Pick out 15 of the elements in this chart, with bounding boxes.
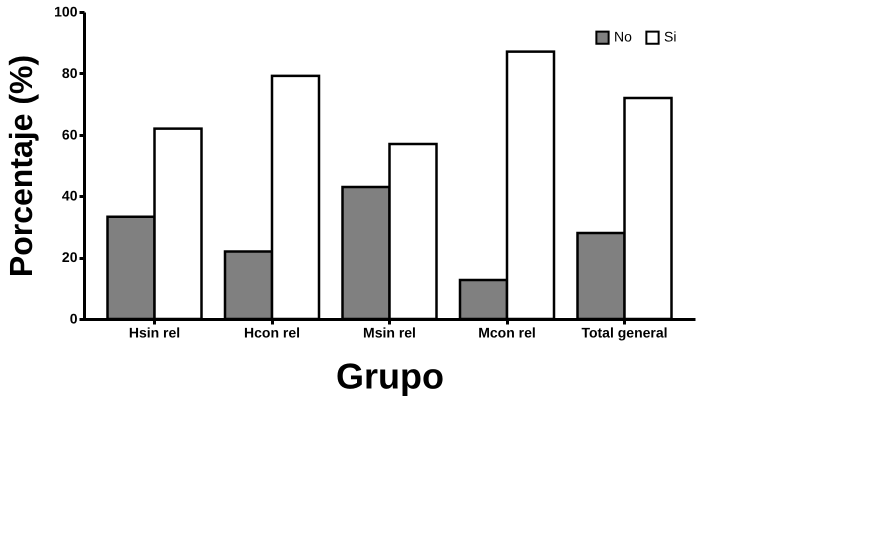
legend-label: No (614, 28, 632, 45)
y-tick-label: 80 (62, 64, 78, 81)
x-tick-label: Msin rel (363, 324, 416, 340)
x-tick-label: Hcon rel (244, 324, 300, 340)
x-tick-label: Total general (581, 324, 668, 340)
x-tick-label: Mcon rel (478, 324, 536, 340)
y-tick-label: 60 (62, 126, 78, 142)
x-tick-label: Hsin rel (128, 324, 180, 340)
y-tick-label: 20 (62, 249, 78, 266)
y-axis-title: Porcentaje (%) (3, 54, 40, 278)
y-tick-label: 100 (54, 4, 78, 20)
y-tick-label: 40 (62, 188, 78, 204)
y-tick-label: 0 (70, 310, 78, 326)
legend-label: Si (664, 28, 676, 45)
x-axis-title: Grupo (336, 356, 444, 396)
